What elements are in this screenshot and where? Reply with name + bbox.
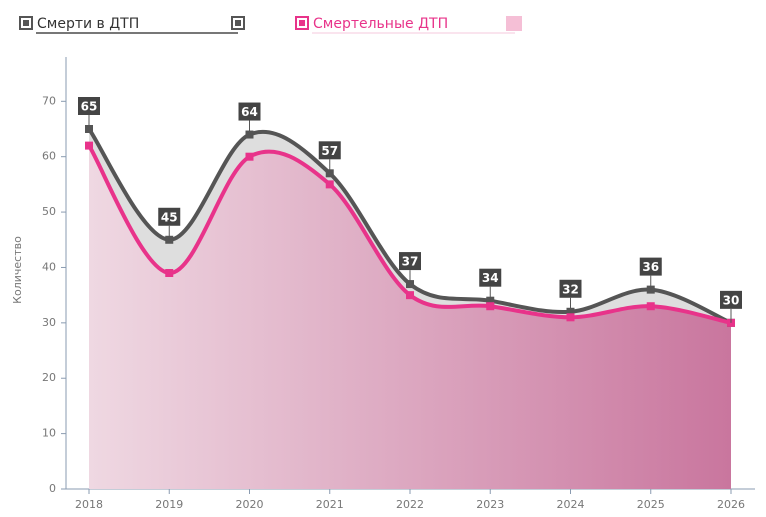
- data-label: 32: [562, 282, 579, 296]
- x-tick-label: 2019: [155, 498, 183, 511]
- data-label: 30: [723, 293, 740, 307]
- line: [87, 144, 732, 325]
- label-box: [639, 257, 662, 276]
- label-box: [238, 102, 261, 121]
- x-tick-label: 2024: [557, 498, 585, 511]
- y-tick-label: 30: [42, 316, 56, 329]
- data-label: 64: [241, 105, 258, 119]
- area: [89, 145, 731, 489]
- label-box: [720, 290, 742, 309]
- data-label: 37: [402, 255, 419, 269]
- label-box: [399, 252, 421, 271]
- marker: [486, 302, 495, 311]
- legend-label[interactable]: Смертельные ДТП: [313, 16, 448, 32]
- legend-label[interactable]: Смерти в ДТП: [37, 16, 139, 32]
- y-tick-label: 20: [42, 371, 56, 384]
- x-tick-label: 2023: [476, 498, 504, 511]
- y-tick-label: 70: [42, 94, 56, 107]
- y-tick-label: 10: [42, 427, 56, 440]
- label-box: [479, 268, 502, 287]
- data-label: 45: [161, 210, 178, 224]
- marker: [566, 313, 575, 322]
- marker: [646, 302, 655, 311]
- data-label: 57: [321, 144, 338, 158]
- label-box: [78, 97, 100, 115]
- x-tick-label: 2026: [717, 498, 745, 511]
- label-box: [158, 207, 181, 226]
- x-tick-label: 2021: [316, 498, 344, 511]
- x-tick-label: 2022: [396, 498, 424, 511]
- marker: [406, 291, 414, 300]
- legend-end-icon-inner: [235, 20, 241, 26]
- y-tick-label: 60: [42, 150, 56, 163]
- y-tick-label: 50: [42, 205, 56, 218]
- data-label: 65: [81, 100, 98, 114]
- legend-end-swatch: [506, 16, 522, 31]
- data-label: 36: [642, 260, 659, 274]
- x-tick-label: 2025: [637, 498, 665, 511]
- x-tick-label: 2020: [236, 498, 264, 511]
- legend-icon-inner[interactable]: [299, 20, 305, 26]
- legend-icon-inner[interactable]: [23, 20, 29, 26]
- marker: [325, 180, 334, 189]
- marker: [85, 141, 93, 150]
- data-label: 34: [482, 271, 499, 285]
- label-box: [318, 141, 341, 160]
- line: [87, 127, 732, 325]
- y-axis-label: Количество: [11, 236, 24, 304]
- x-tick-label: 2018: [75, 498, 103, 511]
- y-tick-label: 0: [49, 482, 56, 495]
- y-tick-label: 40: [42, 260, 56, 273]
- marker: [165, 269, 174, 277]
- label-box: [559, 279, 582, 298]
- marker: [245, 152, 254, 161]
